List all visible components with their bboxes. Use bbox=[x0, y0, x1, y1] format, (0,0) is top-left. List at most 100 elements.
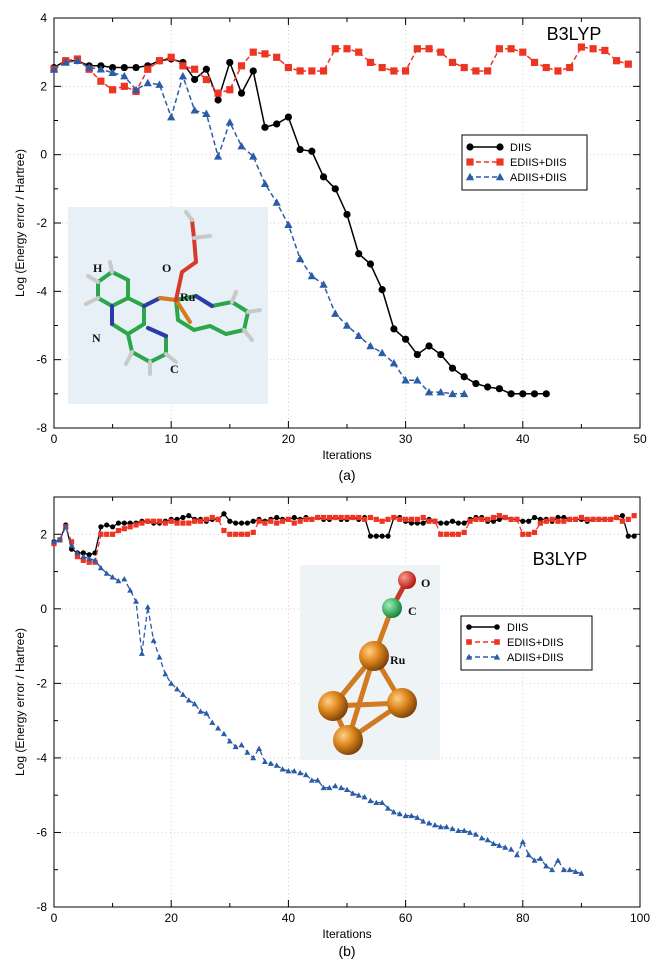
data-point bbox=[331, 185, 339, 193]
data-point bbox=[233, 520, 239, 526]
data-point bbox=[426, 518, 432, 524]
data-point bbox=[444, 531, 450, 537]
data-point bbox=[214, 96, 222, 104]
data-point bbox=[408, 812, 415, 819]
data-point bbox=[273, 120, 281, 128]
data-point bbox=[332, 514, 338, 521]
data-point bbox=[367, 514, 374, 521]
data-point bbox=[249, 152, 258, 160]
data-point bbox=[589, 45, 597, 53]
data-point bbox=[109, 63, 117, 72]
data-point bbox=[390, 67, 398, 75]
data-point bbox=[320, 514, 327, 521]
data-point bbox=[237, 62, 246, 70]
data-point bbox=[426, 820, 433, 826]
method-label: B3LYP bbox=[547, 24, 602, 44]
data-point bbox=[461, 529, 467, 536]
data-point bbox=[578, 514, 584, 521]
data-point bbox=[296, 145, 304, 154]
data-point bbox=[448, 389, 457, 398]
y-tick-label: -2 bbox=[36, 216, 47, 230]
x-tick-label: 40 bbox=[282, 911, 296, 925]
data-point bbox=[296, 67, 304, 75]
series-adiis-diis bbox=[49, 56, 469, 398]
data-point bbox=[86, 555, 93, 561]
y-tick-label: -8 bbox=[36, 421, 47, 435]
data-point bbox=[115, 577, 122, 584]
data-point bbox=[202, 75, 210, 84]
data-point bbox=[402, 67, 410, 75]
legend-entry-ediis-diis: EDIIS+DIIS bbox=[510, 157, 567, 169]
legend-marker bbox=[493, 653, 501, 660]
data-point bbox=[104, 531, 110, 537]
data-point bbox=[549, 516, 555, 522]
data-point bbox=[133, 522, 139, 528]
data-point bbox=[555, 518, 561, 524]
atom-label-c: C bbox=[170, 362, 179, 376]
data-point bbox=[297, 769, 304, 776]
data-point bbox=[508, 516, 514, 522]
x-tick-label: 50 bbox=[633, 432, 647, 446]
data-point bbox=[543, 863, 550, 869]
data-point bbox=[543, 518, 549, 524]
data-point bbox=[531, 857, 538, 863]
data-point bbox=[308, 67, 316, 75]
data-point bbox=[520, 531, 526, 537]
legend-entry-adiis-diis: ADIIS+DIIS bbox=[507, 652, 564, 664]
panel-b: 0 20 40 60 80 100 -8 -6 -4 -2 0 2 bbox=[13, 496, 650, 959]
data-point bbox=[366, 341, 375, 350]
data-point bbox=[479, 516, 485, 522]
legend: DIIS EDIIS+DIIS ADIIS+DIIS bbox=[460, 615, 593, 671]
data-point bbox=[355, 250, 363, 258]
data-point bbox=[437, 350, 445, 359]
data-point bbox=[385, 805, 392, 811]
legend-entry-adiis-diis: ADIIS+DIIS bbox=[510, 172, 567, 184]
data-point bbox=[613, 514, 620, 521]
data-point bbox=[272, 198, 281, 206]
data-point bbox=[262, 520, 268, 526]
y-axis-label: Log (Energy error / Hartree) bbox=[13, 149, 27, 297]
data-point bbox=[554, 67, 562, 75]
data-point bbox=[62, 523, 69, 530]
data-point bbox=[437, 823, 444, 830]
data-point bbox=[414, 516, 420, 522]
x-tick-label: 30 bbox=[399, 432, 413, 446]
data-point bbox=[448, 364, 457, 372]
data-point bbox=[97, 77, 105, 85]
data-point bbox=[431, 822, 438, 828]
data-point bbox=[209, 514, 215, 521]
data-point bbox=[389, 358, 399, 367]
data-point bbox=[155, 80, 164, 88]
y-tick-label: 2 bbox=[40, 527, 47, 541]
data-point bbox=[619, 513, 626, 519]
data-point bbox=[127, 587, 134, 593]
data-point bbox=[396, 810, 403, 817]
legend-entry-ediis-diis: EDIIS+DIIS bbox=[507, 637, 564, 649]
data-point bbox=[432, 518, 438, 524]
data-point bbox=[343, 45, 351, 53]
data-point bbox=[250, 754, 257, 761]
data-point bbox=[144, 65, 152, 73]
data-point bbox=[225, 118, 234, 126]
data-point bbox=[261, 123, 269, 131]
data-point bbox=[397, 516, 403, 522]
data-point bbox=[631, 513, 637, 519]
data-point bbox=[132, 63, 140, 72]
data-point bbox=[356, 514, 362, 521]
data-point bbox=[145, 518, 151, 524]
ru-atom bbox=[359, 641, 389, 671]
data-point bbox=[425, 342, 433, 350]
data-point bbox=[413, 376, 422, 384]
ru-atom bbox=[318, 691, 348, 721]
series-layer bbox=[51, 511, 637, 876]
data-point bbox=[379, 799, 386, 806]
data-point bbox=[279, 518, 286, 524]
data-point bbox=[385, 533, 391, 539]
data-point bbox=[61, 58, 70, 66]
data-point bbox=[302, 771, 309, 778]
data-point bbox=[420, 514, 426, 521]
data-point bbox=[401, 376, 410, 384]
data-point bbox=[260, 179, 270, 188]
data-point bbox=[315, 514, 321, 521]
data-point bbox=[561, 518, 567, 524]
